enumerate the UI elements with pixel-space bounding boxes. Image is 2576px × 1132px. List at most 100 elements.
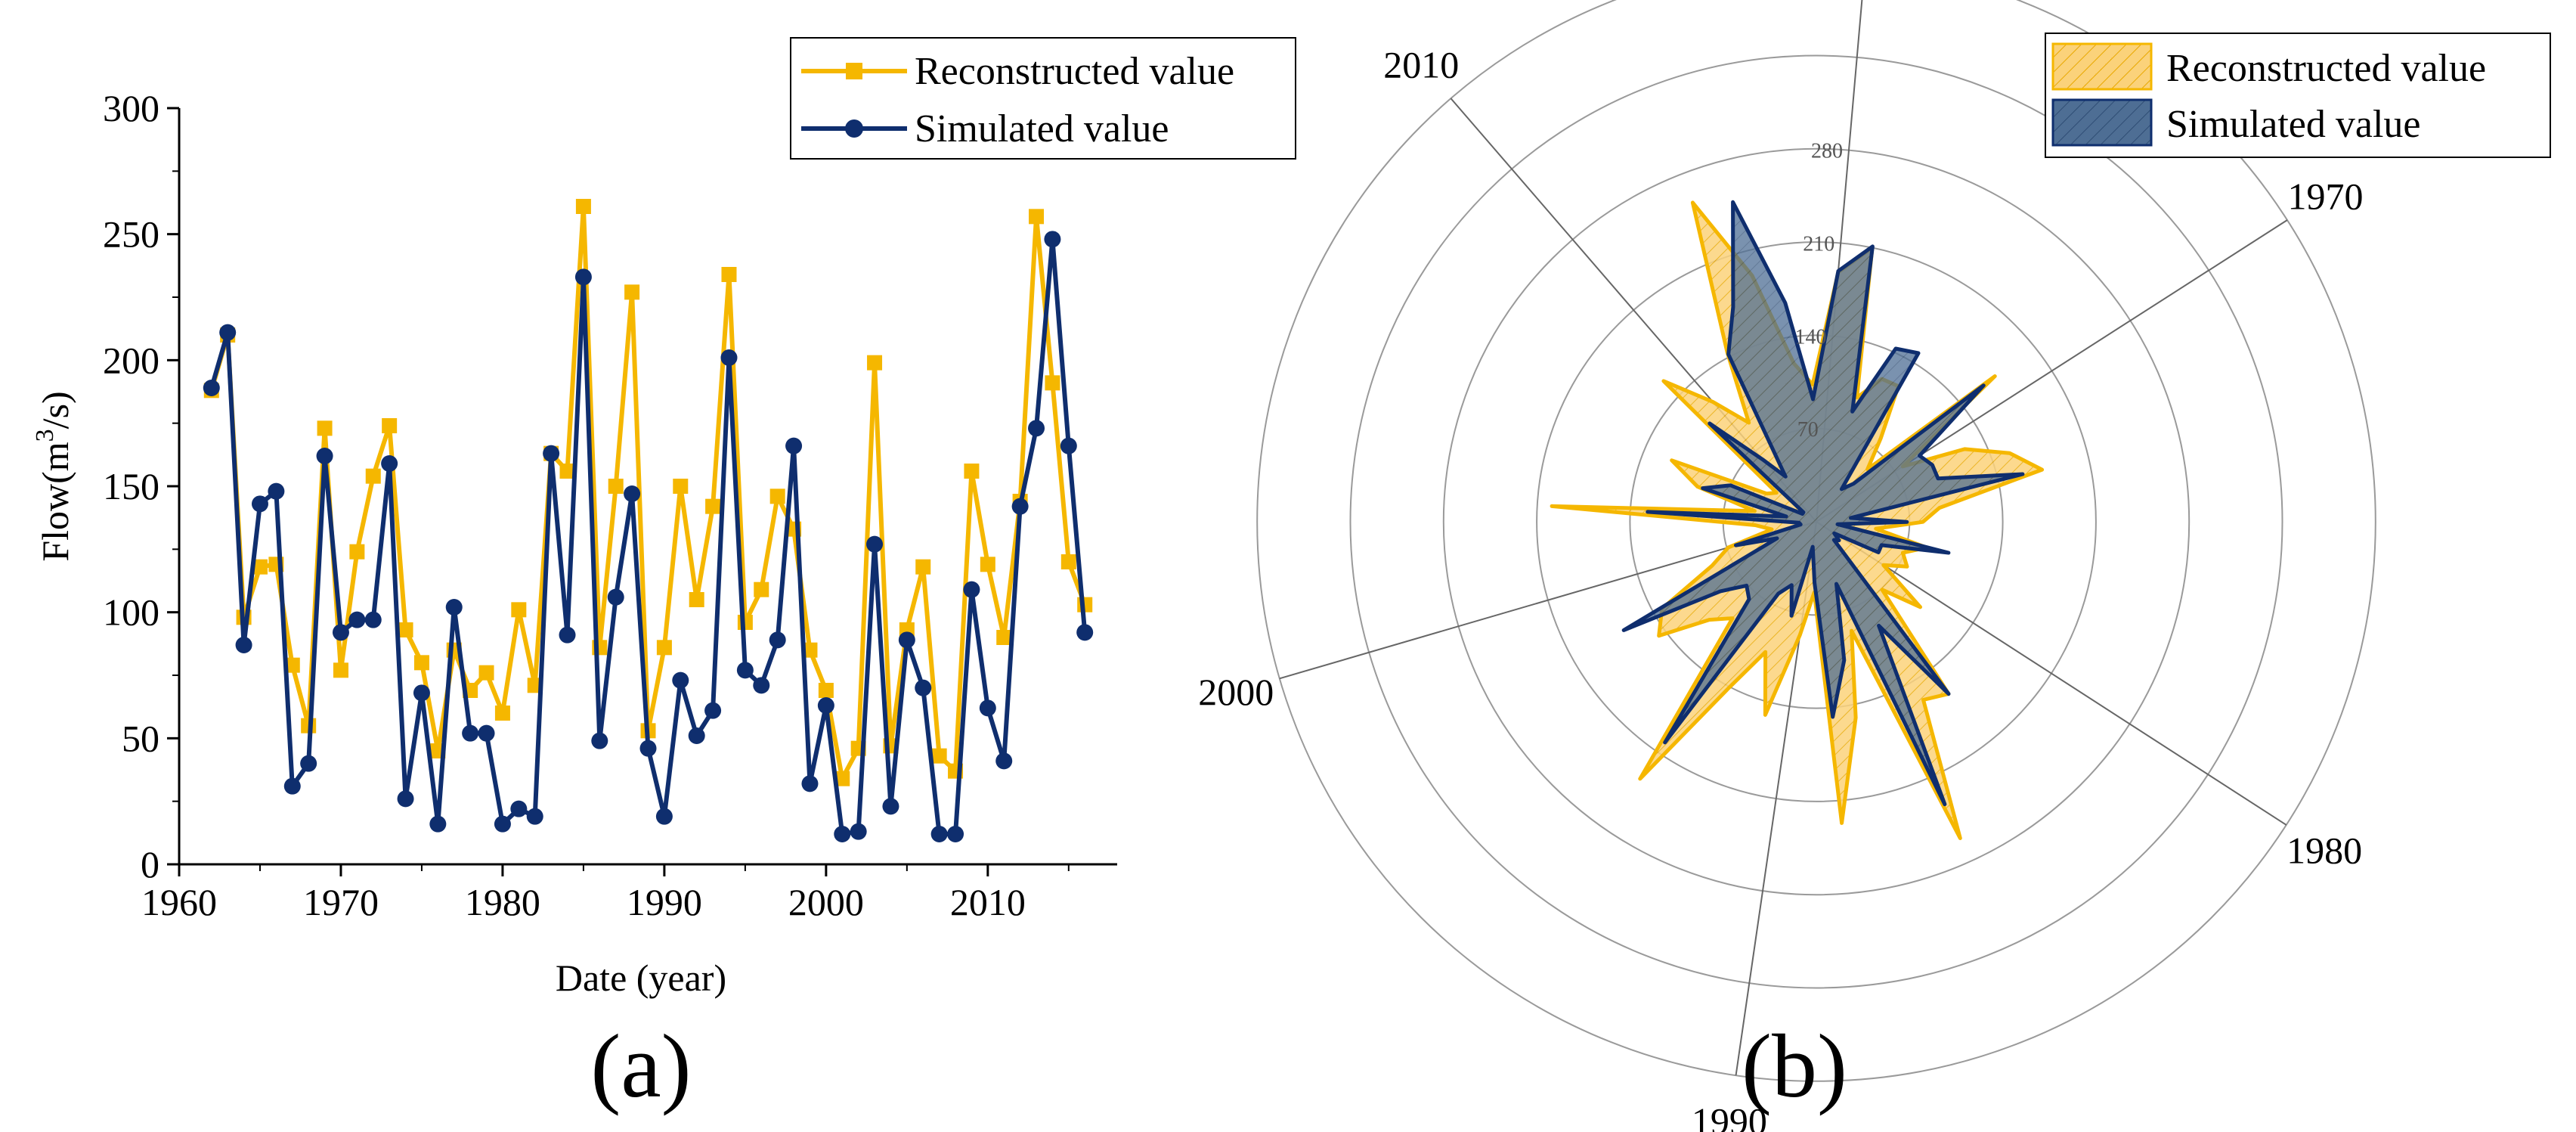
radar-grid [1256, 0, 2376, 1082]
data-point-simulated [736, 662, 754, 679]
legend-box [790, 37, 1296, 160]
y-tick-label: 0 [141, 843, 159, 885]
data-point-simulated [1011, 498, 1029, 515]
data-point-simulated [235, 637, 252, 653]
data-point-reconstructed [478, 665, 494, 681]
series-line-reconstructed [209, 204, 1088, 781]
radial-tick-label: 210 [1803, 233, 1834, 256]
radar-grid-ring [1442, 147, 2191, 896]
data-point-reconstructed [575, 199, 591, 214]
y-axis-label-end: /s) [34, 391, 76, 429]
data-point-reconstructed [382, 418, 398, 433]
data-point-simulated [688, 727, 705, 744]
data-point-simulated [607, 588, 624, 606]
panel-label-b: (b) [1742, 1016, 1847, 1116]
legend-marker-square [846, 63, 862, 79]
x-tick-label: 1980 [465, 881, 540, 923]
data-point-simulated [834, 826, 851, 842]
data-point-simulated [445, 599, 463, 616]
y-tick-label: 100 [103, 591, 159, 634]
tick-labels: 0 50 100 150 200 250 300 1960 1970 1980 1990 2000 20… [103, 87, 1026, 923]
data-point-simulated [316, 448, 333, 464]
data-point-reconstructed [317, 420, 333, 436]
y-tick-label: 250 [103, 213, 159, 256]
data-point-simulated [494, 815, 511, 833]
legend-marker-circle [845, 119, 863, 138]
panel-label-a: (a) [590, 1016, 691, 1116]
data-point-simulated [963, 581, 980, 598]
radial-tick-label: 70 [1797, 418, 1819, 442]
radar-grid-ring [1256, 0, 2376, 1082]
data-point-simulated [785, 437, 803, 454]
x-axis-label: Date (year) [556, 957, 726, 999]
data-point-simulated [1060, 437, 1077, 454]
y-tick-label: 50 [122, 717, 159, 759]
radar-labels: 70140210280196219701980199020002010 [1198, 44, 2364, 1132]
data-point-simulated [769, 631, 786, 649]
data-point-simulated [1044, 231, 1061, 248]
data-point-reconstructed [980, 557, 995, 572]
data-point-reconstructed [769, 488, 785, 504]
data-point-simulated [850, 823, 867, 840]
data-point-reconstructed [996, 630, 1012, 645]
legend-label-reconstructed: Reconstructed value [2166, 47, 2486, 90]
data-point-reconstructed [931, 748, 947, 764]
y-tick-label: 200 [103, 339, 159, 381]
data-point-reconstructed [705, 498, 721, 514]
data-point-simulated [995, 752, 1013, 770]
x-tick-label: 1990 [627, 881, 702, 923]
data-point-simulated [1076, 624, 1094, 641]
spoke-label-2010: 2010 [1383, 44, 1459, 86]
data-point-reconstructed [284, 657, 300, 673]
x-tick-label: 2010 [950, 881, 1026, 923]
data-point-reconstructed [413, 655, 429, 671]
data-point-simulated [203, 380, 220, 396]
data-point-simulated [720, 349, 738, 366]
legend-a: Reconstructed value Simulated value [790, 37, 1296, 160]
legend-label-simulated: Simulated value [2166, 103, 2420, 146]
data-point-reconstructed [511, 602, 527, 618]
data-point-simulated [559, 626, 576, 644]
radar-grid-ring [1629, 334, 2004, 709]
data-point-simulated [882, 798, 899, 815]
data-point-reconstructed [608, 479, 624, 494]
data-point-reconstructed [818, 683, 834, 698]
radar-chart-panel: 70140210280196219701980199020002010 Reco… [1198, 0, 2551, 1132]
spoke-label-1970: 1970 [2288, 175, 2364, 218]
data-point-reconstructed [834, 771, 850, 786]
data-point-reconstructed [559, 464, 575, 479]
data-point-simulated [915, 679, 932, 696]
data-point-reconstructed [754, 582, 769, 597]
data-point-simulated [817, 697, 834, 714]
y-axis-label: Flow(m3/s) [31, 391, 76, 561]
data-point-reconstructed [1060, 554, 1076, 569]
data-point-simulated [639, 740, 657, 757]
data-point-simulated [704, 702, 722, 719]
data-point-reconstructed [365, 468, 381, 484]
data-point-simulated [219, 324, 237, 341]
data-point-simulated [478, 724, 495, 742]
legend-b: Reconstructed value Simulated value [2045, 33, 2551, 158]
legend-label-reconstructed: Reconstructed value [915, 50, 1234, 93]
data-point-simulated [947, 826, 964, 842]
y-axis-label-sup: 3 [31, 429, 59, 442]
data-point-reconstructed [333, 662, 348, 678]
data-point-reconstructed [964, 464, 980, 479]
y-axis-label-main: Flow(m [34, 442, 76, 561]
data-point-simulated [332, 624, 349, 641]
spoke-label-2000: 2000 [1198, 671, 1274, 713]
data-point-reconstructed [915, 559, 931, 575]
x-tick-label: 2000 [788, 881, 864, 923]
data-point-simulated [300, 755, 317, 772]
data-point-simulated [268, 482, 285, 500]
data-point-reconstructed [721, 267, 737, 282]
data-point-simulated [866, 535, 884, 553]
data-point-simulated [624, 485, 641, 502]
legend-swatch-reconstructed [2051, 42, 2153, 91]
data-point-simulated [979, 699, 996, 717]
radial-tick-label: 140 [1794, 325, 1826, 349]
radar-spoke [1816, 521, 2287, 826]
data-point-simulated [574, 268, 592, 286]
data-point-simulated [655, 808, 673, 825]
